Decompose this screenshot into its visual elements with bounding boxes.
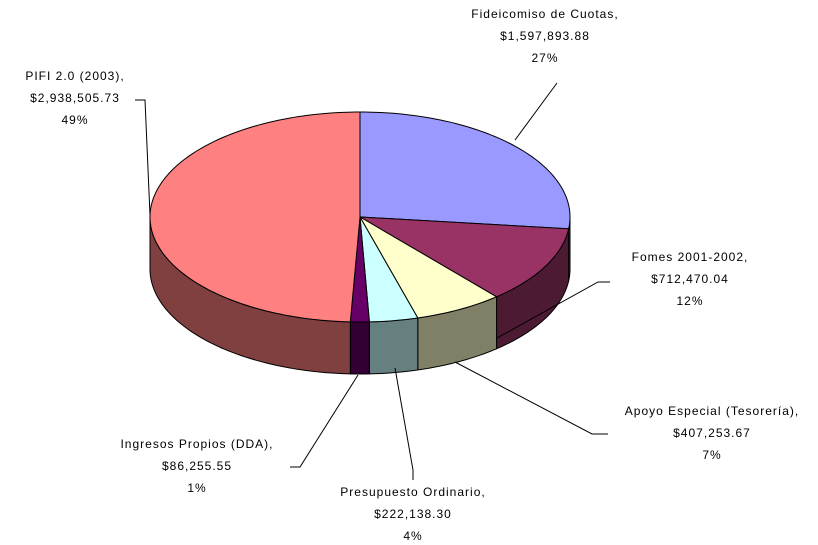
percent-label: 4% [403,529,422,543]
slice [359,111,571,230]
category-label: Apoyo Especial (Tesorería), [625,404,799,418]
value-label: $712,470.04 [651,272,729,286]
leader-line [454,361,608,435]
leader-line [496,281,610,339]
category-label: PIFI 2.0 (2003), [25,69,124,83]
leader-line [135,99,151,216]
slice [359,216,570,298]
slice [359,216,419,323]
slice [358,215,498,319]
slice-side [349,321,370,375]
percent-label: 1% [187,481,206,495]
category-label: Fideicomiso de Cuotas, [471,7,618,21]
category-label: Presupuesto Ordinario, [340,485,485,499]
percent-label: 12% [676,294,703,308]
category-label: Fomes 2001-2002, [632,250,749,264]
value-label: $1,597,893.88 [500,29,590,43]
slice-side [368,317,419,375]
slice [349,216,370,323]
value-label: $2,938,505.73 [30,91,120,105]
percent-label: 27% [531,51,558,65]
value-label: $86,255.55 [162,459,232,473]
percent-label: 49% [61,113,88,127]
value-label: $407,253.67 [673,426,751,440]
value-label: $222,138.30 [374,507,452,521]
leader-line [290,374,359,468]
category-label: Ingresos Propios (DDA), [120,437,273,451]
leader-line [394,367,414,480]
leader-line [514,82,558,141]
percent-label: 7% [702,448,721,462]
